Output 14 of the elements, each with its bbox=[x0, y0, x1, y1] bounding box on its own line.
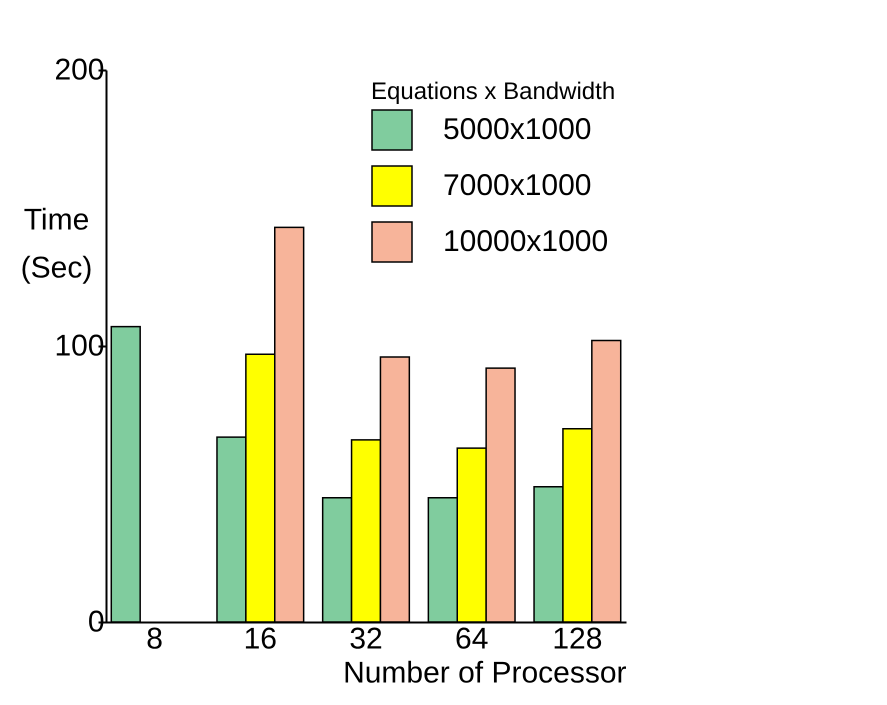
y-tick-label: 100 bbox=[54, 330, 104, 362]
legend-label: 5000x1000 bbox=[443, 113, 592, 146]
x-tick-label: 8 bbox=[146, 622, 163, 656]
x-tick-label: 64 bbox=[455, 622, 488, 656]
y-axis-title: Time (Sec) bbox=[20, 204, 92, 284]
x-tick-label: 32 bbox=[349, 622, 383, 656]
x-axis-title: Number of Processor bbox=[343, 656, 627, 690]
legend-title: Equations x Bandwidth bbox=[371, 78, 616, 105]
x-tick-label: 16 bbox=[244, 622, 277, 656]
x-tick-label: 128 bbox=[552, 622, 602, 656]
legend-label: 10000x1000 bbox=[443, 225, 608, 258]
legend-label: 7000x1000 bbox=[443, 169, 592, 202]
y-tick-label: 200 bbox=[54, 54, 104, 86]
y-tick-label: 0 bbox=[88, 606, 104, 638]
